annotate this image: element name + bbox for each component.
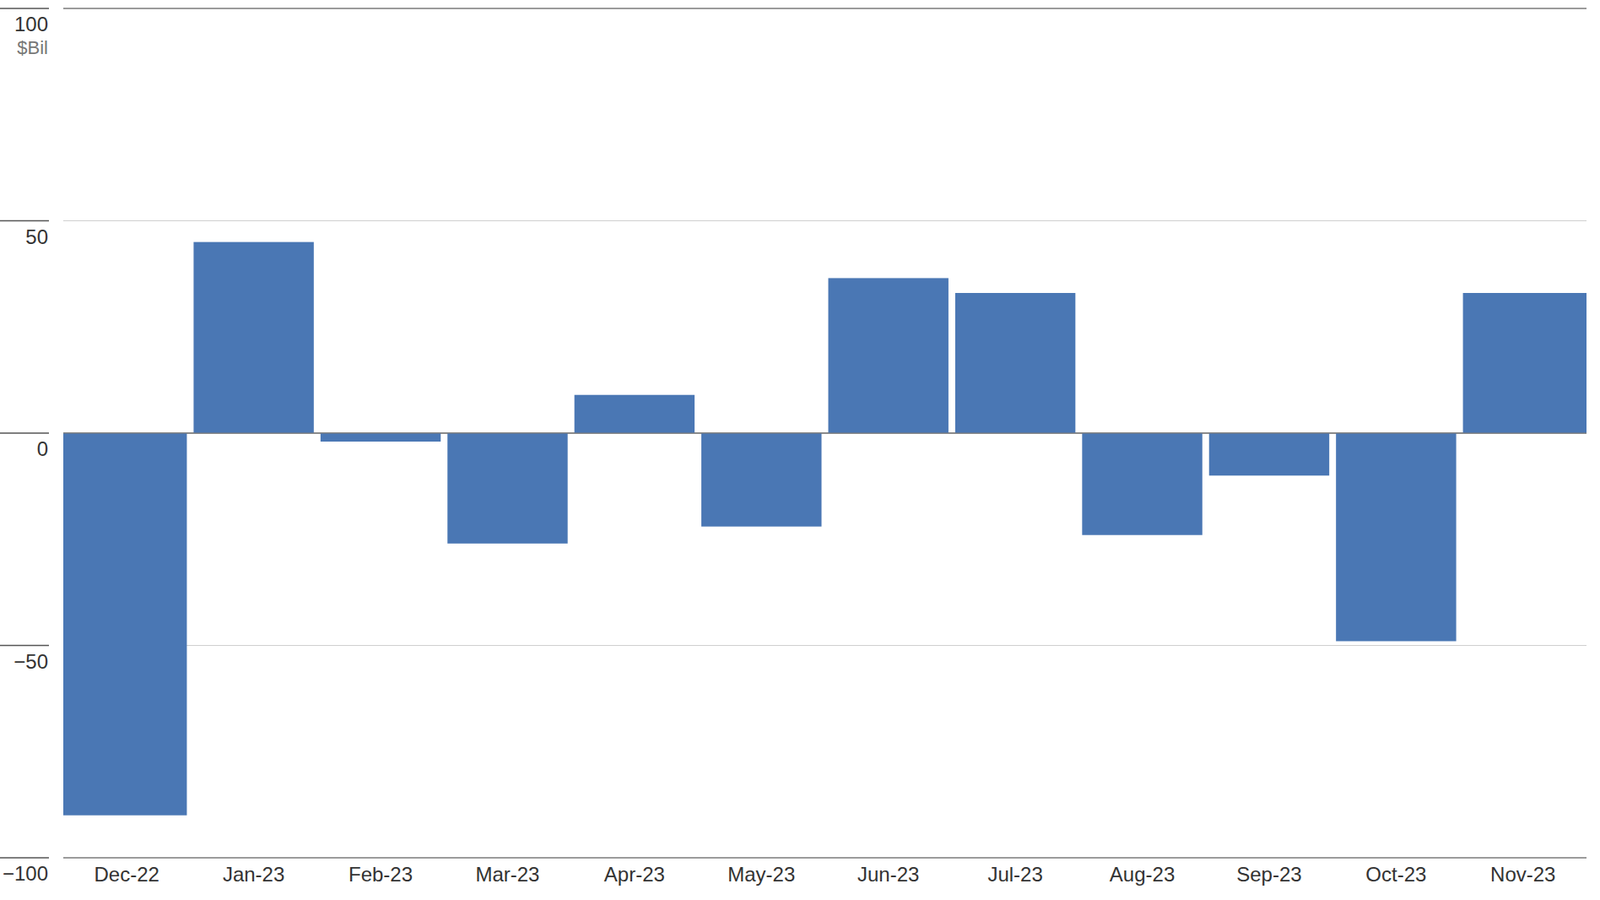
x-tick-label: Jun-23	[857, 862, 919, 886]
grid-line	[63, 220, 1587, 222]
y-tick-label: −50	[13, 649, 49, 673]
bar	[1463, 292, 1587, 433]
zero-line	[63, 432, 1587, 434]
x-tick-label: Jan-23	[222, 862, 285, 886]
y-tick-label: 50	[25, 225, 49, 249]
bar	[1335, 432, 1456, 641]
bar	[701, 432, 822, 527]
x-tick-label: Dec-22	[94, 862, 160, 886]
x-tick-label: Feb-23	[348, 862, 413, 886]
y-tick-label: 100	[14, 12, 49, 36]
tick-mark	[0, 644, 49, 647]
bar	[1209, 432, 1330, 476]
bar	[1081, 432, 1202, 536]
tick-mark	[0, 432, 49, 434]
grid-line	[63, 7, 1587, 10]
bar	[955, 292, 1076, 433]
bars	[63, 242, 1587, 816]
x-tick-label: Mar-23	[475, 862, 540, 886]
chart-root: −100 −50 0 50 100$Bil Dec-22 Jan-23 Feb-23 Mar-2…	[0, 0, 1600, 900]
x-tick-label: Jul-23	[987, 862, 1043, 886]
x-tick-label: May-23	[727, 862, 795, 886]
bar	[447, 432, 568, 544]
grid-line	[63, 856, 1587, 859]
tick-mark	[0, 7, 49, 10]
bar	[574, 394, 695, 433]
bar	[63, 432, 187, 816]
bar	[193, 242, 314, 433]
x-tick-label: Oct-23	[1365, 862, 1427, 886]
x-tick-label: Apr-23	[604, 862, 665, 886]
y-axis-unit: $Bil	[16, 37, 49, 59]
x-tick-label: Nov-23	[1490, 862, 1556, 886]
grid-line	[63, 644, 1587, 646]
x-tick-label: Sep-23	[1236, 862, 1302, 886]
bar	[320, 432, 441, 442]
chart-svg: −100 −50 0 50 100$Bil Dec-22 Jan-23 Feb-23 Mar-2…	[0, 0, 1600, 900]
bar	[828, 277, 949, 433]
y-tick-label: −100	[2, 861, 49, 885]
tick-mark	[0, 220, 49, 222]
tick-mark	[0, 856, 49, 859]
y-tick-label: 0	[37, 437, 49, 460]
x-tick-label: Aug-23	[1109, 862, 1175, 886]
